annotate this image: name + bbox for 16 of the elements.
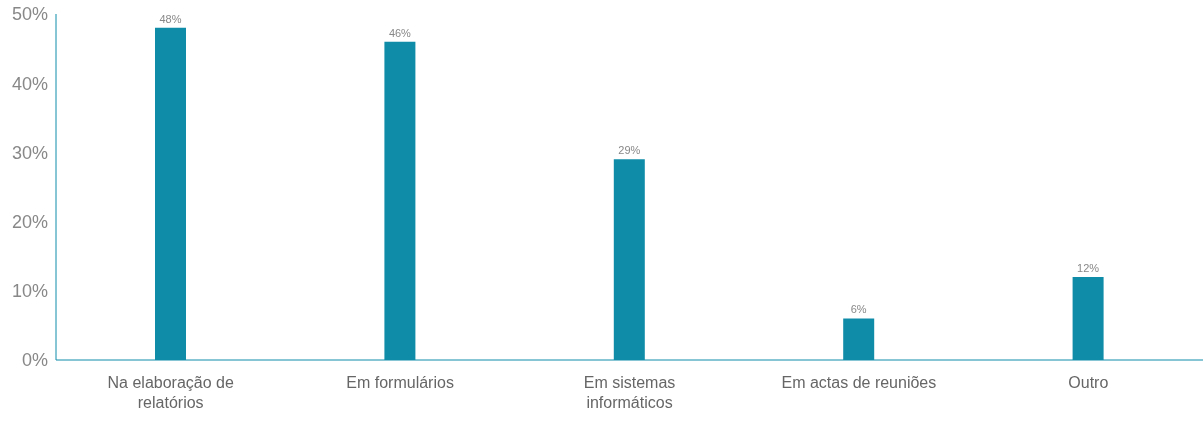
y-tick-label: 20% xyxy=(11,211,48,232)
data-label: 48% xyxy=(159,12,182,25)
data-label: 6% xyxy=(850,303,867,316)
x-tick-label: Em formulários xyxy=(346,374,454,391)
y-tick-label: 0% xyxy=(21,350,48,371)
x-tick-label: Em sistemas informáticos xyxy=(583,374,676,411)
data-label: 46% xyxy=(388,26,412,39)
y-tick-label: 10% xyxy=(11,281,48,302)
data-label: 29% xyxy=(618,144,641,157)
data-label: 12% xyxy=(1077,261,1100,274)
y-tick-label: 40% xyxy=(11,73,48,94)
y-tick-label: 30% xyxy=(11,142,48,163)
x-tick-label: Em actas de reuniões xyxy=(781,374,937,391)
y-tick-label: 50% xyxy=(11,4,48,25)
x-tick-label: Outro xyxy=(1068,374,1109,391)
x-tick-label: Na elaboração de relatórios xyxy=(107,374,234,411)
